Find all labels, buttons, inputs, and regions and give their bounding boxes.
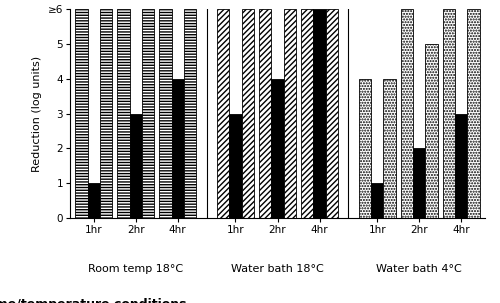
Bar <box>272 79 283 218</box>
Bar <box>230 114 241 218</box>
Bar <box>359 79 371 218</box>
Bar <box>468 9 479 218</box>
Bar <box>413 148 426 218</box>
Bar <box>384 79 396 218</box>
Bar <box>284 9 296 218</box>
Bar <box>314 9 326 218</box>
Text: Room temp 18°C: Room temp 18°C <box>88 264 183 274</box>
Text: Water bath 18°C: Water bath 18°C <box>231 264 324 274</box>
Bar <box>371 183 384 218</box>
Bar <box>88 183 100 218</box>
Bar <box>130 114 142 218</box>
Bar <box>259 9 272 218</box>
Bar <box>301 9 314 218</box>
Bar <box>443 9 455 218</box>
Bar <box>160 9 172 218</box>
Bar <box>184 9 196 218</box>
Bar <box>401 9 413 218</box>
Bar <box>100 9 112 218</box>
Text: Water bath 4°C: Water bath 4°C <box>376 264 462 274</box>
Y-axis label: Reduction (log units): Reduction (log units) <box>32 55 42 172</box>
Bar <box>242 9 254 218</box>
Bar <box>326 9 338 218</box>
Bar <box>172 79 184 218</box>
Text: Time/temperature conditions: Time/temperature conditions <box>0 298 186 303</box>
Bar <box>142 9 154 218</box>
Bar <box>76 9 88 218</box>
Bar <box>426 44 438 218</box>
Bar <box>217 9 230 218</box>
Bar <box>118 9 130 218</box>
Bar <box>455 114 468 218</box>
